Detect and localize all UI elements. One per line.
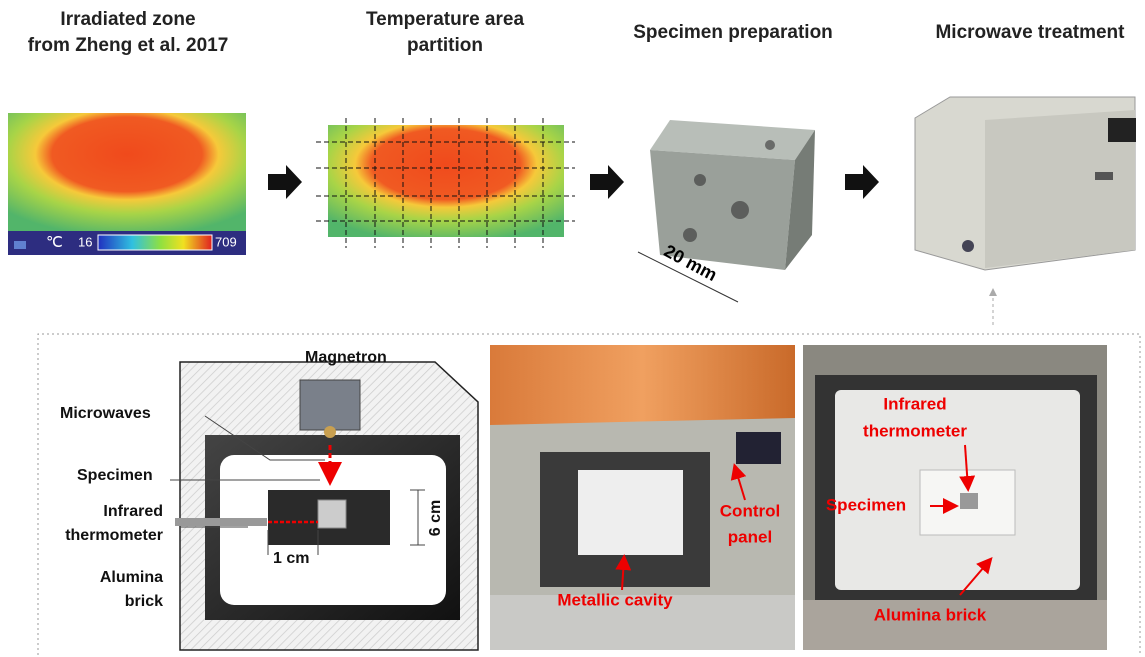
scale-unit: ℃: [46, 234, 63, 251]
label: Alumina: [100, 569, 163, 586]
label: Magnetron: [305, 349, 387, 366]
brick-photo: [578, 470, 683, 555]
figure: Irradiated zone from Zheng et al. 2017 T…: [0, 0, 1145, 657]
label: thermometer: [65, 527, 163, 544]
dimension-label: 6 cm: [427, 500, 444, 536]
icon: [14, 241, 26, 249]
annotation: Control: [720, 501, 780, 520]
label: brick: [125, 593, 163, 610]
step-title: Irradiated zone: [60, 9, 195, 30]
flow-arrow: [268, 165, 302, 199]
annotation: Metallic cavity: [557, 590, 673, 609]
label: Specimen: [77, 467, 153, 484]
magnetron: [300, 380, 360, 430]
flow-arrow: [845, 165, 879, 199]
oven-knob: [962, 240, 974, 252]
step-title: Specimen preparation: [633, 22, 833, 43]
oven-screen: [1108, 118, 1136, 142]
scale-max: 709: [215, 234, 237, 249]
annotation: Infrared: [883, 394, 946, 413]
step-title: partition: [407, 35, 483, 56]
label: Microwaves: [60, 405, 151, 422]
step-title: Temperature area: [366, 9, 524, 30]
colorbar: [98, 235, 212, 250]
annotation: Alumina brick: [874, 605, 987, 624]
control-screen: [736, 432, 781, 464]
specimen-photo: [960, 493, 978, 509]
flow-arrow: [590, 165, 624, 199]
annotation: thermometer: [863, 421, 967, 440]
scale-min: 16: [78, 234, 92, 249]
thermometer: [175, 518, 267, 526]
magnetron-antenna: [324, 426, 336, 438]
heatmap: [8, 113, 246, 231]
step-title: from Zheng et al. 2017: [28, 35, 229, 56]
annotation: Specimen: [826, 495, 906, 514]
step-title: Microwave treatment: [935, 22, 1125, 43]
label: Infrared: [103, 503, 163, 520]
annotation: panel: [728, 527, 772, 546]
dimension-label: 1 cm: [273, 550, 309, 567]
oven-handle: [1095, 172, 1113, 180]
specimen: [318, 500, 346, 528]
